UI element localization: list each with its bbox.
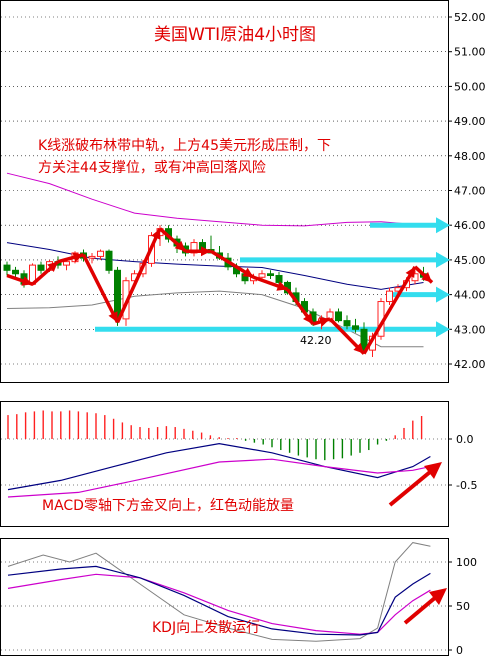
candle-down	[267, 273, 274, 277]
candle-up	[258, 273, 266, 278]
kdj-tick-label: 50	[456, 600, 470, 613]
candle-down	[12, 269, 19, 275]
trend-arrowhead	[47, 261, 58, 272]
price-tick-label: 48.00	[454, 150, 486, 163]
price-tick-label: 45.00	[454, 254, 486, 267]
level-arrowhead	[436, 217, 450, 234]
trend-arrowhead	[353, 342, 364, 354]
y-tick-labels: 52.00 51.00 50.00 49.00 48.00 47.00 46.00 45.00…	[454, 11, 486, 657]
candle-up	[88, 255, 96, 259]
candle-down	[343, 320, 351, 327]
trend-arrow-segment	[115, 227, 162, 324]
level-arrowhead	[436, 321, 450, 338]
trend-arrows-layer	[6, 227, 434, 355]
candle-up	[97, 250, 104, 257]
kdj-tick-label: 100	[456, 556, 477, 569]
bollinger-lower-band	[6, 290, 424, 348]
trend-arrowhead	[21, 276, 33, 286]
macd-panel-frame	[0, 401, 449, 527]
trend-arrow-segment	[81, 253, 120, 324]
trend-arrowhead	[201, 246, 211, 257]
kdj-big-arrowhead	[429, 588, 447, 605]
macd-annotation: MACD零轴下方金叉向上，红色动能放量	[42, 497, 294, 514]
candle-down	[37, 264, 45, 271]
candle-down	[352, 325, 359, 330]
price-tick-label: 52.00	[454, 11, 486, 24]
level-arrowhead	[436, 251, 450, 268]
macd-dea-line	[7, 458, 431, 498]
price-tick-label: 47.00	[454, 185, 486, 198]
macd-tick-label: 0.0	[456, 433, 474, 446]
kdj-panel-frame	[0, 538, 449, 656]
price-tick-label: 51.00	[454, 46, 486, 59]
candle-up	[411, 273, 419, 282]
kdj-annotation: KDJ向上发散运行	[152, 620, 260, 636]
kdj-big-arrow-shaft	[403, 595, 438, 625]
price-tick-label: 43.00	[454, 323, 486, 336]
macd-layer	[1, 410, 452, 507]
price-tick-label: 44.00	[454, 289, 486, 302]
price-panel-frame	[0, 0, 449, 383]
candle-down	[335, 311, 342, 322]
candle-down	[105, 250, 113, 271]
macd-big-arrow-shaft	[388, 470, 432, 507]
level-arrowhead	[436, 286, 450, 303]
macd-tick-label: -0.5	[456, 479, 477, 492]
kline-annotation-line2: 方关注44支撑位，或有冲高回落风险	[38, 159, 266, 176]
low-price-label: 42.20	[300, 334, 332, 347]
candle-down	[3, 264, 11, 271]
macd-big-arrowhead	[424, 462, 442, 479]
kdj-layer	[1, 542, 452, 651]
candle-up	[386, 290, 393, 303]
trend-arrow-segment	[362, 265, 417, 355]
price-tick-label: 50.00	[454, 80, 486, 93]
trend-arrowhead	[405, 266, 415, 278]
price-tick-label: 42.00	[454, 358, 486, 371]
trend-arrowhead	[276, 281, 288, 291]
trend-arrowhead	[174, 240, 186, 252]
chart-title: 美国WTI原油4小时图	[154, 25, 316, 45]
kline-annotation-line1: K线涨破布林带中轨，上方45美元形成压制，下	[38, 138, 331, 154]
trend-arrowhead	[151, 228, 161, 240]
trend-arrowhead	[108, 311, 118, 323]
kdj-tick-label: 0	[456, 644, 463, 657]
bollinger-upper-band	[6, 172, 424, 227]
candle-up	[63, 261, 70, 266]
kdj-k-line	[7, 565, 431, 636]
price-tick-label: 46.00	[454, 219, 486, 232]
trend-arrowhead	[242, 267, 254, 278]
kdj-d-line	[7, 573, 431, 635]
price-tick-label: 49.00	[454, 115, 486, 128]
kdj-j-line	[7, 542, 431, 642]
trend-arrowhead	[72, 252, 84, 263]
trend-arrowhead	[303, 313, 313, 325]
candle-down	[360, 328, 368, 351]
candle-down	[275, 275, 283, 283]
trend-arrowhead	[319, 317, 330, 327]
trend-arrowhead	[421, 272, 432, 283]
